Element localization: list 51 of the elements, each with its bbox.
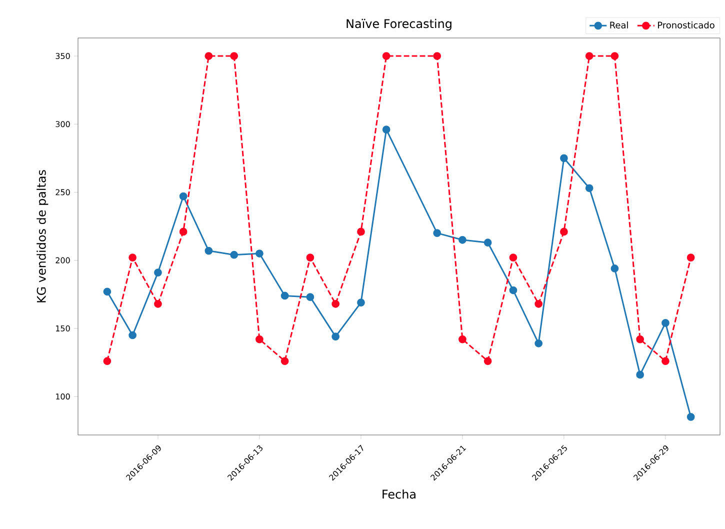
point [256, 250, 264, 258]
point [433, 52, 442, 60]
point [306, 293, 314, 302]
point [154, 268, 162, 277]
point [306, 254, 314, 262]
point [204, 246, 213, 255]
legend-label: Pronosticado [658, 22, 714, 28]
point [382, 52, 390, 60]
point [662, 319, 670, 327]
chart-title: Naïve Forecasting [346, 18, 452, 30]
point [585, 184, 594, 192]
point [280, 357, 289, 366]
point [560, 228, 568, 236]
point [509, 286, 518, 294]
point [610, 264, 619, 272]
point [204, 52, 213, 60]
point [332, 332, 340, 341]
point [509, 254, 518, 262]
point [154, 300, 162, 308]
point [662, 357, 670, 366]
point [636, 370, 644, 379]
point [585, 52, 594, 60]
point [230, 52, 238, 60]
point [280, 292, 289, 300]
point [179, 228, 188, 236]
point [484, 238, 492, 247]
x-axis-title: Fecha [382, 489, 416, 499]
point [484, 357, 492, 366]
point [636, 335, 644, 344]
point [128, 254, 137, 262]
point [382, 126, 390, 134]
point [610, 52, 619, 60]
point [230, 250, 238, 259]
point [560, 154, 568, 162]
point [256, 335, 264, 344]
point [357, 298, 365, 306]
point [179, 192, 188, 200]
point [103, 288, 112, 296]
point [534, 300, 543, 308]
point [357, 228, 365, 236]
point [332, 300, 340, 308]
point [686, 413, 695, 421]
point [534, 339, 543, 348]
point [103, 357, 112, 366]
legend-label: Real [610, 22, 628, 28]
y-axis-title: KG vendidos de paltas [36, 170, 48, 302]
point [128, 331, 137, 340]
point [458, 236, 466, 244]
point [686, 254, 695, 262]
point [433, 229, 442, 238]
point [458, 335, 466, 344]
